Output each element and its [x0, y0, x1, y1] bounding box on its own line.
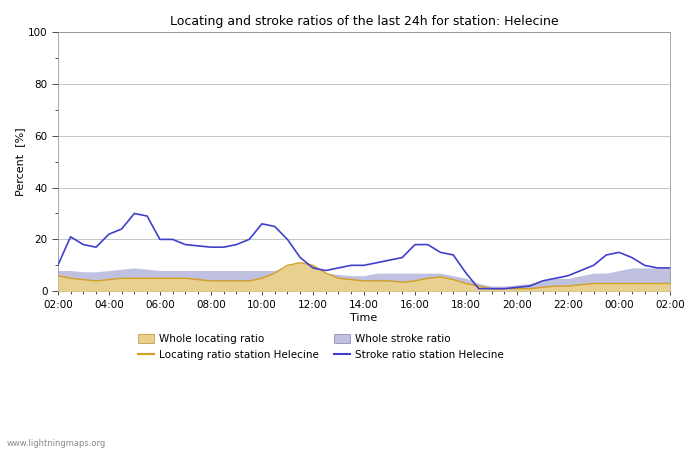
- Text: www.lightningmaps.org: www.lightningmaps.org: [7, 439, 106, 448]
- Legend: Whole locating ratio, Locating ratio station Helecine, Whole stroke ratio, Strok: Whole locating ratio, Locating ratio sta…: [134, 330, 508, 364]
- Y-axis label: Percent  [%]: Percent [%]: [15, 127, 25, 196]
- Title: Locating and stroke ratios of the last 24h for station: Helecine: Locating and stroke ratios of the last 2…: [169, 15, 559, 28]
- X-axis label: Time: Time: [350, 313, 377, 323]
